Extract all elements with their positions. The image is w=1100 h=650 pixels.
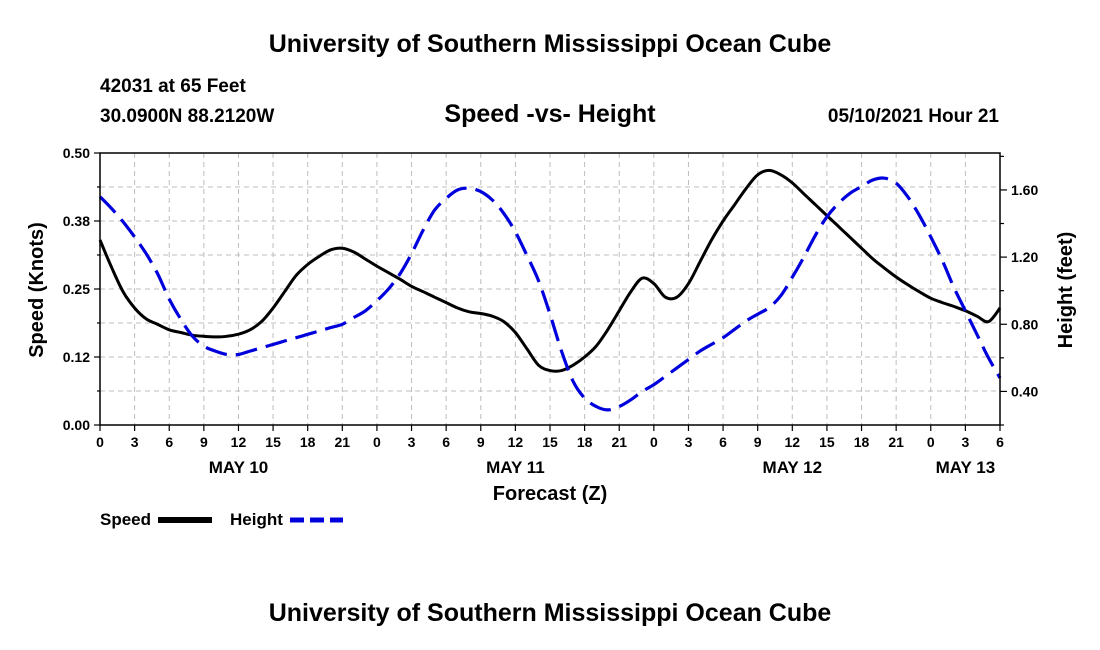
y-right-tick-label: 1.20: [1011, 249, 1038, 265]
x-tick-label: 0: [96, 434, 104, 450]
y-right-tick-label: 0.40: [1011, 383, 1038, 399]
x-tick-label: 21: [888, 434, 904, 450]
coordinates-label: 30.0900N 88.2120W: [100, 106, 275, 127]
x-tick-label: 6: [442, 434, 450, 450]
x-tick-label: 18: [300, 434, 316, 450]
x-tick-label: 0: [927, 434, 935, 450]
x-tick-label: 15: [265, 434, 281, 450]
y-left-tick-label: 0.50: [63, 145, 90, 161]
x-tick-label: 21: [611, 434, 627, 450]
x-tick-label: 18: [577, 434, 593, 450]
y-right-tick-label: 0.80: [1011, 316, 1038, 332]
date-label: MAY 11: [486, 458, 545, 477]
page-title: University of Southern Mississippi Ocean…: [268, 30, 832, 58]
x-tick-label: 6: [165, 434, 173, 450]
x-tick-label: 0: [650, 434, 658, 450]
y-left-tick-label: 0.12: [63, 349, 90, 365]
x-axis-label: Forecast (Z): [493, 483, 607, 505]
y-axis-label-right: Height (feet): [1055, 232, 1077, 349]
y-left-tick-label: 0.25: [63, 281, 90, 297]
x-tick-label: 3: [685, 434, 693, 450]
x-tick-label: 0: [373, 434, 381, 450]
x-tick-label: 3: [408, 434, 416, 450]
station-label: 42031 at 65 Feet: [100, 76, 246, 97]
x-tick-label: 21: [335, 434, 351, 450]
x-tick-label: 12: [785, 434, 801, 450]
y-left-tick-label: 0.38: [63, 213, 90, 229]
grid: [100, 153, 1000, 425]
x-tick-label: 9: [754, 434, 762, 450]
x-tick-label: 12: [508, 434, 524, 450]
date-label: MAY 10: [209, 458, 269, 477]
chart-title: Speed -vs- Height: [444, 100, 656, 128]
datetime-label: 05/10/2021 Hour 21: [827, 106, 999, 127]
date-label: MAY 12: [763, 458, 823, 477]
x-tick-label: 3: [131, 434, 139, 450]
x-tick-label: 15: [542, 434, 558, 450]
x-tick-label: 15: [819, 434, 835, 450]
x-tick-label: 3: [961, 434, 969, 450]
legend-height-label: Height: [230, 510, 283, 529]
x-tick-label: 6: [996, 434, 1004, 450]
y-left-tick-label: 0.00: [63, 417, 90, 433]
series-layer: [98, 168, 1002, 412]
axes: 0 3 6 9 12 15 18 21 0 3 6 9 12 15 18 21 0 3 6 9 12 15 18 21 0 3 6 0…: [63, 145, 1039, 477]
date-label: MAY 13: [936, 458, 996, 477]
y-right-tick-label: 1.60: [1011, 182, 1038, 198]
legend: Speed Height: [100, 510, 343, 529]
x-tick-label: 12: [231, 434, 247, 450]
y-axis-label-left: Speed (Knots): [26, 222, 48, 358]
x-tick-label: 9: [200, 434, 208, 450]
footer-title: University of Southern Mississippi Ocean…: [268, 599, 832, 627]
x-tick-label: 9: [477, 434, 485, 450]
series-line-height: [98, 176, 1002, 412]
legend-speed-label: Speed: [100, 510, 151, 529]
x-tick-label: 6: [719, 434, 727, 450]
series-line-speed: [98, 168, 1002, 373]
x-tick-label: 18: [854, 434, 870, 450]
